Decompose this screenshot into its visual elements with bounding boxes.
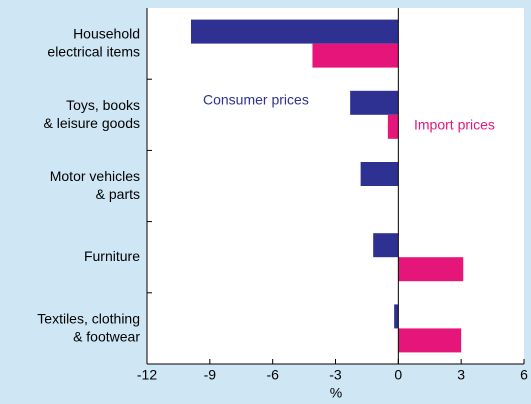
x-tick-label: 0 (394, 367, 402, 383)
legend-label: Consumer prices (203, 92, 309, 108)
y-tick-label: Furniture (84, 248, 140, 264)
x-tick-label: -3 (329, 367, 342, 383)
legend-label: Import prices (414, 117, 495, 133)
x-tick-label: 3 (457, 367, 465, 383)
y-tick-label: Household electrical items (47, 25, 140, 59)
x-tick-label: -6 (266, 367, 279, 383)
bar (190, 19, 399, 44)
y-tick-label: Textiles, clothing & footwear (37, 310, 140, 344)
bar (394, 304, 399, 329)
x-tick-label: -9 (204, 367, 217, 383)
x-tick-label: -12 (137, 367, 157, 383)
bar (312, 43, 399, 68)
x-axis-label: % (330, 385, 342, 401)
bar (360, 162, 399, 186)
bar (398, 328, 462, 353)
bar (387, 114, 399, 139)
y-tick-label: Toys, books & leisure goods (43, 97, 140, 131)
bar (350, 90, 399, 115)
bar (398, 257, 464, 282)
x-tick-label: 6 (520, 367, 528, 383)
bar (373, 233, 399, 258)
y-tick-label: Motor vehicles & parts (50, 168, 140, 202)
